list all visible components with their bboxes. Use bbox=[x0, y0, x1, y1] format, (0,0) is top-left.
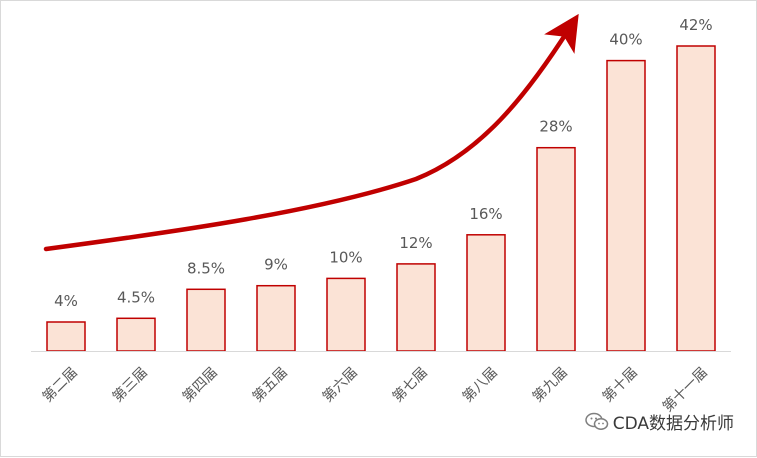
bar bbox=[676, 45, 716, 352]
watermark-text: CDA数据分析师 bbox=[612, 414, 734, 434]
data-label: 4% bbox=[54, 292, 78, 310]
bar bbox=[186, 288, 226, 352]
data-label: 42% bbox=[679, 16, 712, 34]
data-label: 10% bbox=[329, 248, 362, 266]
data-label: 28% bbox=[539, 118, 572, 136]
data-labels: 4% 4.5% 8.5% 9% 10% 12% 16% 28% 40% 42% bbox=[54, 16, 713, 310]
x-tick-labels: 第二届 第三届 第四届 第五届 第六届 第七届 第八届 第九届 第十届 第十一届 bbox=[39, 364, 711, 416]
x-tick-label: 第九届 bbox=[529, 364, 571, 406]
data-label: 9% bbox=[264, 256, 288, 274]
x-tick-label: 第五届 bbox=[249, 364, 291, 406]
bar bbox=[466, 234, 506, 352]
data-label: 40% bbox=[609, 31, 642, 49]
x-tick-label: 第十届 bbox=[599, 364, 641, 406]
x-tick-label: 第七届 bbox=[389, 364, 431, 406]
wechat-icon bbox=[584, 412, 608, 430]
bar bbox=[396, 263, 436, 352]
bar bbox=[536, 146, 576, 352]
x-tick-label: 第十一届 bbox=[659, 364, 711, 416]
bar bbox=[46, 321, 86, 352]
x-tick-label: 第八届 bbox=[459, 364, 501, 406]
bar bbox=[116, 317, 156, 352]
watermark: CDA数据分析师 bbox=[584, 409, 734, 434]
data-label: 4.5% bbox=[117, 288, 155, 306]
trend-arrow bbox=[43, 13, 579, 252]
bar bbox=[256, 284, 296, 352]
bar bbox=[326, 277, 366, 352]
data-label: 12% bbox=[399, 234, 432, 252]
data-label: 16% bbox=[469, 205, 502, 223]
bar bbox=[606, 59, 646, 352]
x-tick-label: 第二届 bbox=[39, 364, 81, 406]
data-label: 8.5% bbox=[187, 259, 225, 277]
x-tick-label: 第四届 bbox=[179, 364, 221, 406]
x-tick-label: 第三届 bbox=[109, 364, 151, 406]
x-tick-label: 第六届 bbox=[319, 364, 361, 406]
